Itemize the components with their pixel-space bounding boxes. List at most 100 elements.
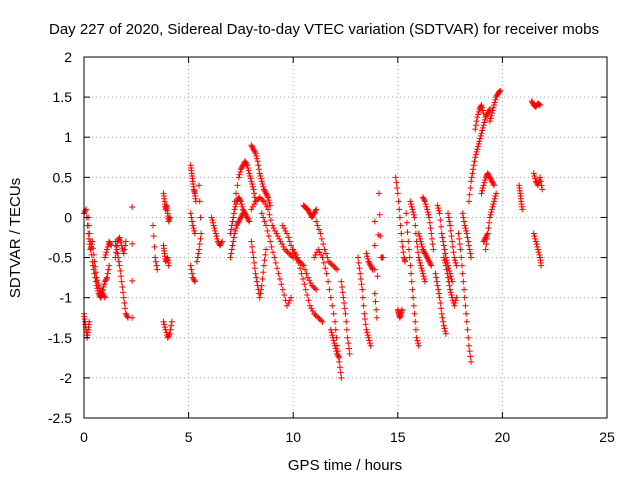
data-point (487, 211, 494, 218)
data-point (283, 247, 290, 254)
data-point (101, 281, 108, 288)
data-point (103, 249, 110, 256)
data-point (465, 342, 472, 349)
data-point (486, 219, 493, 226)
series-PRN-bc (530, 230, 545, 269)
data-point (403, 210, 410, 217)
data-point (532, 238, 539, 245)
data-point (416, 257, 423, 264)
data-point (253, 274, 260, 281)
data-point (436, 294, 443, 301)
data-point (317, 230, 324, 237)
data-point (190, 275, 197, 282)
data-point (480, 182, 487, 189)
data-point (230, 234, 237, 241)
data-point (302, 286, 309, 293)
data-point (417, 235, 424, 242)
data-point (535, 249, 542, 256)
data-point (410, 302, 417, 309)
data-point (337, 369, 344, 376)
data-point (164, 334, 171, 341)
data-point (259, 181, 266, 188)
data-point (320, 241, 327, 248)
data-point (231, 206, 238, 213)
data-point (486, 214, 493, 221)
data-point (436, 210, 443, 217)
series-PRN-az (516, 182, 526, 213)
data-point (314, 222, 321, 229)
data-point (163, 329, 170, 336)
data-point (237, 197, 244, 204)
series-PRN-i (160, 190, 173, 225)
data-point (113, 249, 120, 256)
data-point (233, 222, 240, 229)
data-point (239, 210, 246, 217)
data-point (259, 197, 266, 204)
data-point (363, 250, 370, 257)
data-point (411, 310, 418, 317)
data-point (447, 289, 454, 296)
data-point (421, 198, 428, 205)
series-PRN-ai (394, 306, 405, 321)
data-point (463, 227, 470, 234)
data-point (237, 214, 244, 221)
data-point (82, 207, 89, 214)
series-PRN-ao (434, 202, 456, 285)
data-point (374, 273, 381, 280)
data-point (365, 334, 372, 341)
data-point (339, 289, 346, 296)
data-point (306, 302, 313, 309)
data-point (419, 194, 426, 201)
data-points (81, 87, 546, 381)
data-point (334, 266, 341, 273)
data-point (451, 257, 458, 264)
series-PRN-c (85, 214, 108, 301)
data-point (191, 230, 198, 237)
data-point (529, 99, 536, 106)
data-point (473, 148, 480, 155)
data-point (405, 246, 412, 253)
data-point (196, 246, 203, 253)
data-point (281, 225, 288, 232)
data-point (237, 215, 244, 222)
data-point (438, 223, 445, 230)
data-point (533, 241, 540, 248)
data-point (115, 258, 122, 265)
data-point (423, 203, 430, 210)
data-point (415, 342, 422, 349)
data-point (345, 340, 352, 347)
data-point (168, 318, 175, 325)
data-point (482, 114, 489, 121)
data-point (102, 251, 109, 258)
data-point (368, 263, 375, 270)
data-point (209, 217, 216, 224)
data-point (471, 158, 478, 165)
data-point (532, 175, 539, 182)
data-point (254, 158, 261, 165)
data-point (273, 230, 280, 237)
data-point (249, 183, 256, 190)
data-point (338, 278, 345, 285)
data-point (106, 239, 113, 246)
data-point (451, 300, 458, 307)
data-point (475, 140, 482, 147)
data-point (237, 198, 244, 205)
data-point (482, 234, 489, 241)
data-point (423, 253, 430, 260)
y-tick-label: -2 (60, 370, 73, 386)
data-point (261, 218, 268, 225)
data-point (238, 164, 245, 171)
data-point (121, 300, 128, 307)
data-point (331, 263, 338, 270)
series-PRN-f (112, 234, 129, 261)
data-point (88, 241, 95, 248)
data-point (474, 146, 481, 153)
data-point (482, 246, 489, 253)
data-point (188, 214, 195, 221)
data-point (453, 262, 460, 269)
series-PRN-q (227, 194, 253, 237)
data-point (481, 237, 488, 244)
data-point (325, 278, 332, 285)
data-point (439, 314, 446, 321)
data-point (262, 201, 269, 208)
